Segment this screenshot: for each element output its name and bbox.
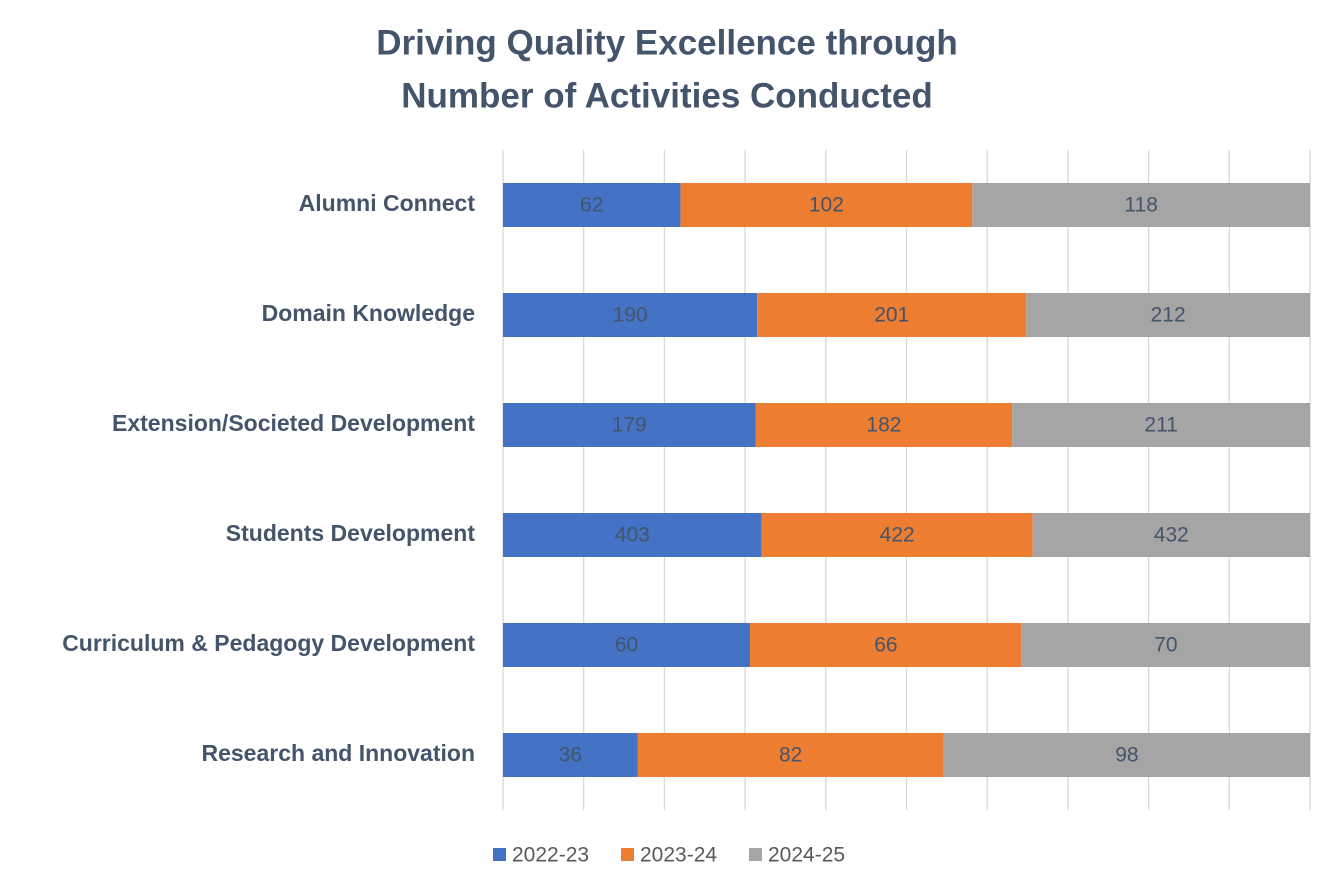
data-label: 62 — [580, 194, 603, 217]
bar-segment — [757, 293, 1027, 337]
y-tick-label: Domain Knowledge — [262, 300, 475, 326]
data-label: 179 — [612, 414, 647, 437]
bar-segment — [503, 293, 758, 337]
bar-segment — [503, 183, 681, 227]
data-label: 201 — [874, 304, 909, 327]
data-label: 190 — [613, 304, 648, 327]
y-tick-label: Extension/Societed Development — [112, 410, 475, 436]
data-label: 98 — [1115, 744, 1138, 767]
y-tick-label: Alumni Connect — [299, 190, 476, 216]
bar-segment — [1026, 293, 1310, 337]
bar-segment — [755, 403, 1013, 447]
legend-swatch — [493, 848, 506, 861]
legend-label: 2023-24 — [640, 844, 717, 867]
data-label: 432 — [1154, 524, 1189, 547]
data-label: 182 — [866, 414, 901, 437]
y-tick-label: Curriculum & Pedagogy Development — [62, 630, 475, 656]
data-label: 82 — [779, 744, 802, 767]
bar-segment — [943, 733, 1310, 777]
bar-segment — [1021, 623, 1310, 667]
bar-segment — [503, 513, 762, 557]
data-label: 403 — [615, 524, 650, 547]
bar-segment — [503, 733, 638, 777]
y-tick-label: Students Development — [226, 520, 476, 546]
legend-label: 2022-23 — [512, 844, 589, 867]
chart-title: Number of Activities Conducted — [401, 76, 933, 115]
chart-title: Driving Quality Excellence through — [376, 23, 958, 62]
bar-segment — [680, 183, 973, 227]
y-tick-label: Research and Innovation — [201, 740, 475, 766]
data-label: 36 — [559, 744, 582, 767]
legend-label: 2024-25 — [768, 844, 845, 867]
legend-swatch — [621, 848, 634, 861]
data-label: 118 — [1124, 194, 1157, 217]
data-label: 422 — [880, 524, 915, 547]
bar-segment — [637, 733, 944, 777]
bar-segment — [972, 183, 1310, 227]
bar-segment — [1032, 513, 1310, 557]
legend-swatch — [749, 848, 762, 861]
bar-segment — [503, 403, 756, 447]
bar-segment — [1012, 403, 1310, 447]
bar-segment — [750, 623, 1022, 667]
bar-segment — [503, 623, 751, 667]
data-label: 211 — [1144, 414, 1177, 437]
data-label: 60 — [615, 634, 638, 657]
data-label: 102 — [809, 194, 844, 217]
bar-segment — [761, 513, 1033, 557]
data-label: 212 — [1151, 304, 1186, 327]
data-label: 70 — [1154, 634, 1177, 657]
data-label: 66 — [874, 634, 897, 657]
